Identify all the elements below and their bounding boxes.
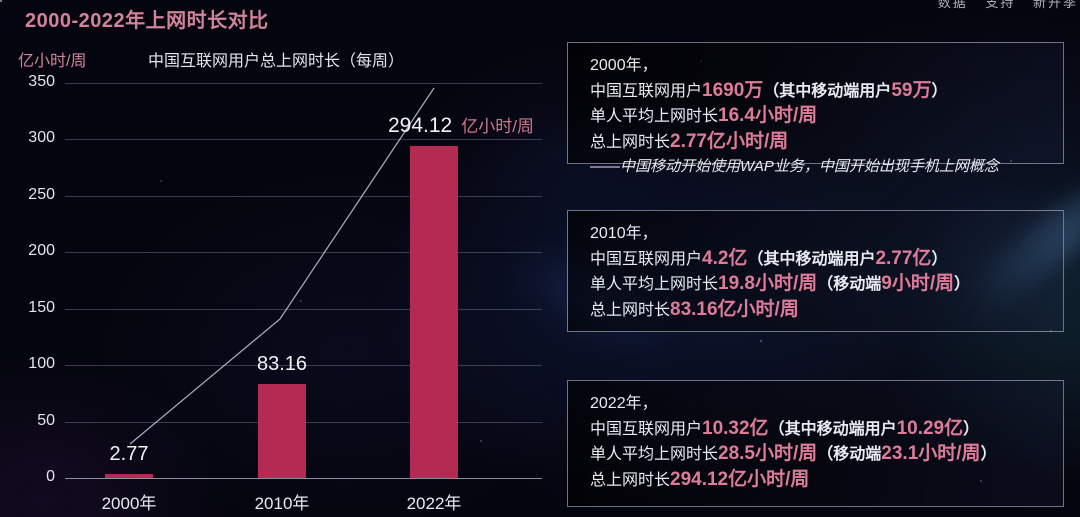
text-segment: 单人平均上网时长 xyxy=(590,446,719,463)
panel-line: 中国互联网用户10.32亿（其中移动端用户10.29亿） xyxy=(590,417,1049,443)
gridline xyxy=(65,139,542,140)
text-segment: 总上网时长 xyxy=(590,471,671,489)
highlight-segment: 294.12亿小时/周 xyxy=(670,468,810,490)
text-segment: ） xyxy=(980,446,997,463)
text-segment: 中国互联网用户 xyxy=(590,250,703,268)
highlight-segment: 16.4小时/周 xyxy=(718,105,818,126)
chart-title: 中国互联网用户总上网时长（每周） xyxy=(148,53,405,70)
bar-2000年 xyxy=(105,474,153,478)
panel-line: 总上网时长83.16亿小时/周 xyxy=(590,298,1049,324)
panel-line: 单人平均上网时长16.4小时/周 xyxy=(590,104,1049,130)
watermark-text: 数据 支持 新开季 xyxy=(937,0,1078,10)
x-tick-label: 2000年 xyxy=(101,494,157,513)
highlight-segment: 9小时/周 xyxy=(881,273,955,294)
text-segment: 中国互联网用户 xyxy=(590,82,703,100)
y-tick-label: 100 xyxy=(28,355,55,372)
info-panel-2010: 2010年， 中国互联网用户4.2亿（其中移动端用户2.77亿） 单人平均上网时长1… xyxy=(567,210,1064,332)
text-segment: 2000年， xyxy=(590,57,658,74)
text-segment: ） xyxy=(931,250,948,268)
star-field xyxy=(0,0,2,2)
y-tick-label: 350 xyxy=(28,73,55,90)
text-segment: ） xyxy=(954,276,971,293)
highlight-segment: 59万 xyxy=(891,79,932,101)
bar-value-label: 83.16 xyxy=(256,353,308,375)
gridline xyxy=(65,252,542,253)
highlight-segment: 19.8小时/周 xyxy=(718,273,818,294)
bar-label-group: 294.12 亿小时/周 xyxy=(388,112,534,138)
highlight-segment: 2.77亿 xyxy=(875,247,932,269)
y-axis-unit-label: 亿小时/周 xyxy=(18,53,87,70)
panel-line: 中国互联网用户4.2亿（其中移动端用户2.77亿） xyxy=(590,247,1049,273)
text-segment: （移动端 xyxy=(817,276,882,293)
panel-line: ——中国移动开始使用WAP业务，中国开始出现手机上网概念 xyxy=(590,155,1049,180)
panel-line: 单人平均上网时长19.8小时/周（移动端9小时/周） xyxy=(590,272,1049,298)
y-tick-label: 0 xyxy=(46,468,55,485)
panel-line: 单人平均上网时长28.5小时/周（移动端23.1小时/周） xyxy=(590,442,1049,468)
text-segment: 单人平均上网时长 xyxy=(590,108,719,125)
text-segment: （其中移动端用户 xyxy=(768,420,897,438)
highlight-segment: 28.5小时/周 xyxy=(718,443,818,464)
x-tick-label: 2010年 xyxy=(254,494,310,513)
y-tick-label: 300 xyxy=(28,129,55,146)
panel-line: 2010年， xyxy=(590,222,1049,247)
text-segment: 2022年， xyxy=(590,395,658,412)
text-segment: 总上网时长 xyxy=(590,133,671,151)
page-title: 2000-2022年上网时长对比 xyxy=(25,10,269,32)
bar-2022年 xyxy=(410,146,458,478)
highlight-segment: 4.2亿 xyxy=(702,247,748,269)
bar-label-group: 83.16 xyxy=(257,353,307,376)
text-segment: ） xyxy=(931,82,948,100)
panel-line: 2000年， xyxy=(590,54,1049,79)
y-tick-label: 150 xyxy=(28,299,55,316)
text-segment: 中国互联网用户 xyxy=(590,420,703,438)
gridline xyxy=(65,83,542,84)
panel-line: 总上网时长2.77亿小时/周 xyxy=(590,130,1049,156)
panel-line: 总上网时长294.12亿小时/周 xyxy=(590,468,1049,494)
text-segment: （其中移动端用户 xyxy=(763,82,892,100)
bar-label-group: 2.77 xyxy=(110,443,149,466)
bar-value-label: 2.77 xyxy=(109,443,149,465)
bar-2010年 xyxy=(258,384,306,478)
highlight-segment: 23.1小时/周 xyxy=(881,443,981,464)
highlight-segment: 1690万 xyxy=(702,79,764,101)
y-tick-label: 250 xyxy=(28,186,55,203)
x-tick-label: 2022年 xyxy=(406,494,462,513)
text-segment: （移动端 xyxy=(817,446,882,463)
text-segment: 2010年， xyxy=(590,225,658,242)
highlight-segment: 83.16亿小时/周 xyxy=(670,298,799,320)
panel-line: 2022年， xyxy=(590,392,1049,417)
x-axis-line xyxy=(65,478,542,479)
highlight-segment: 10.29亿 xyxy=(896,417,964,439)
highlight-segment: 2.77亿小时/周 xyxy=(670,130,789,152)
panel-line: 中国互联网用户1690万（其中移动端用户59万） xyxy=(590,79,1049,105)
y-tick-label: 50 xyxy=(37,412,55,429)
text-segment: 总上网时长 xyxy=(590,301,671,319)
info-panel-2022: 2022年， 中国互联网用户10.32亿（其中移动端用户10.29亿） 单人平均上网… xyxy=(567,380,1064,507)
bar-unit-suffix: 亿小时/周 xyxy=(461,117,534,136)
text-segment: （其中移动端用户 xyxy=(747,250,876,268)
info-panel-2000: 2000年， 中国互联网用户1690万（其中移动端用户59万） 单人平均上网时长16… xyxy=(567,42,1064,175)
text-segment: ——中国移动开始使用WAP业务，中国开始出现手机上网概念 xyxy=(590,158,999,175)
bar-value-label: 294.12 xyxy=(388,114,453,137)
y-tick-label: 200 xyxy=(28,242,55,259)
text-segment: 单人平均上网时长 xyxy=(590,276,719,293)
text-segment: ） xyxy=(963,420,980,438)
gridline xyxy=(65,309,542,310)
gridline xyxy=(65,196,542,197)
highlight-segment: 10.32亿 xyxy=(702,417,769,439)
